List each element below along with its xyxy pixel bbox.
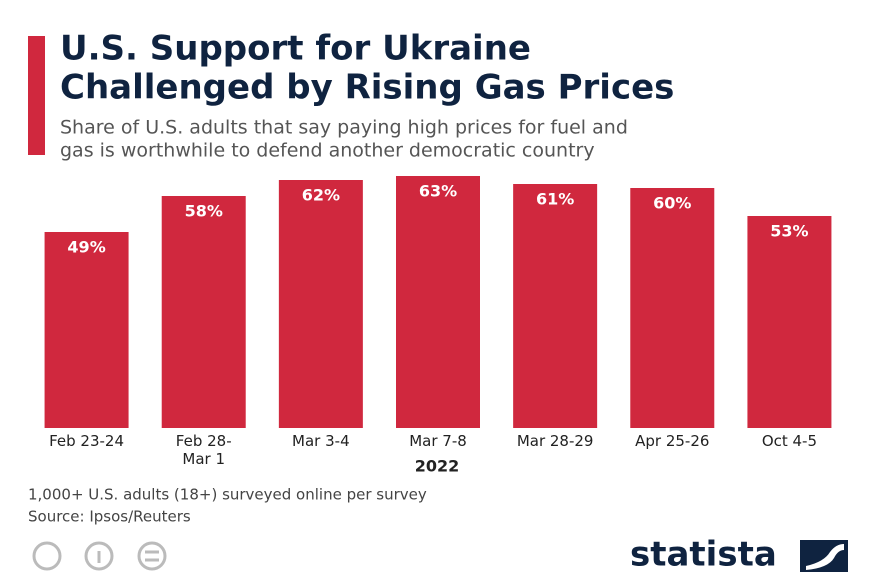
bar bbox=[513, 184, 598, 428]
bar bbox=[747, 216, 832, 428]
value-label: 58% bbox=[185, 202, 223, 221]
x-tick-label: Feb 28- Mar 1 bbox=[175, 432, 232, 468]
value-label: 60% bbox=[653, 194, 691, 213]
chart-subtitle: gas is worthwhile to defend another demo… bbox=[60, 140, 595, 162]
note: 1,000+ U.S. adults (18+) surveyed online… bbox=[28, 486, 427, 504]
x-tick-label: Mar 7-8 bbox=[409, 432, 467, 450]
license-icons bbox=[32, 541, 167, 571]
bar bbox=[161, 196, 246, 428]
x-axis-label: 2022 bbox=[415, 457, 460, 476]
x-tick-label: Oct 4-5 bbox=[761, 432, 818, 450]
x-tick-label: Feb 23-24 bbox=[49, 432, 125, 450]
x-tick-label: Mar 28-29 bbox=[516, 432, 594, 450]
accent-bar bbox=[28, 36, 45, 155]
brand-logo: statista bbox=[630, 535, 777, 575]
source: Source: Ipsos/Reuters bbox=[28, 508, 191, 526]
value-label: 49% bbox=[67, 238, 105, 257]
chart-subtitle: Share of U.S. adults that say paying hig… bbox=[60, 117, 628, 139]
chart-title: U.S. Support for Ukraine bbox=[60, 29, 531, 69]
bar bbox=[278, 180, 363, 428]
value-label: 62% bbox=[302, 186, 340, 205]
x-tick-label: Apr 25-26 bbox=[635, 432, 710, 450]
bar bbox=[396, 176, 480, 428]
brand-icon bbox=[800, 540, 848, 572]
x-tick-label: Mar 3-4 bbox=[292, 432, 350, 450]
bar bbox=[630, 188, 715, 428]
chart-title: Challenged by Rising Gas Prices bbox=[60, 68, 674, 108]
bar bbox=[44, 232, 129, 428]
value-label: 53% bbox=[770, 222, 808, 241]
value-label: 63% bbox=[419, 182, 457, 201]
value-label: 61% bbox=[536, 190, 574, 209]
